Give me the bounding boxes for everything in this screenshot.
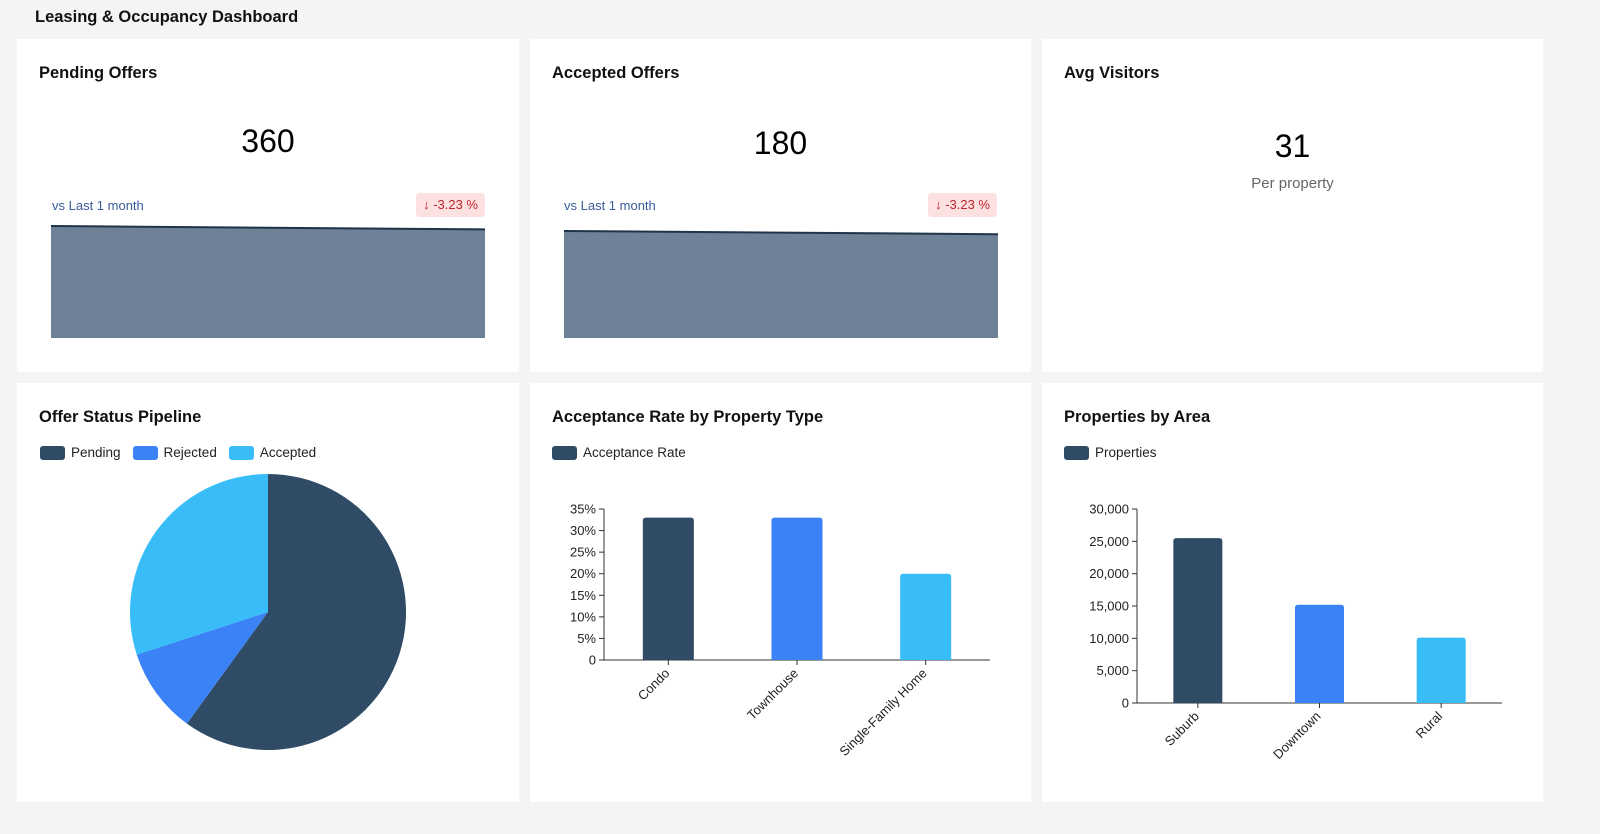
dashboard-title: Leasing & Occupancy Dashboard bbox=[35, 8, 299, 26]
y-tick-label: 20% bbox=[570, 566, 596, 581]
x-tick-label: Suburb bbox=[1162, 709, 1202, 749]
y-tick-label: 30% bbox=[570, 523, 596, 538]
legend-swatch-rejected bbox=[132, 445, 158, 460]
y-tick-label: 0 bbox=[589, 653, 596, 668]
legend-item-rejected[interactable]: Rejected bbox=[132, 445, 217, 460]
acceptance-rate-title: Acceptance Rate by Property Type bbox=[552, 408, 824, 426]
acceptance-rate-legend: Acceptance Rate bbox=[552, 445, 686, 460]
accepted-delta-badge: ↓ -3.23 % bbox=[928, 193, 997, 217]
legend-label-rejected: Rejected bbox=[163, 445, 217, 460]
pending-comparison-label: vs Last 1 month bbox=[52, 198, 144, 213]
y-tick-label: 35% bbox=[570, 502, 596, 517]
offer-status-pie-chart bbox=[129, 474, 407, 750]
x-tick-label: Downtown bbox=[1270, 709, 1324, 763]
acceptance-rate-bar-chart: 0 5% 10% 15% 20% 25% 30% 35% Condo Townhouse Singl… bbox=[570, 502, 990, 759]
bar-single-family-home bbox=[900, 573, 952, 660]
legend-item-pending[interactable]: Pending bbox=[40, 445, 121, 460]
accepted-comparison-label: vs Last 1 month bbox=[564, 198, 656, 213]
bar-rural bbox=[1416, 637, 1466, 703]
bar-suburb bbox=[1173, 538, 1223, 703]
pending-sparkline bbox=[51, 225, 485, 338]
legend-label-pending: Pending bbox=[71, 445, 121, 460]
legend-label-accepted: Accepted bbox=[259, 445, 317, 460]
bar-townhouse bbox=[771, 517, 823, 660]
bar-downtown bbox=[1295, 604, 1344, 703]
avg-visitors-subtitle: Per property bbox=[1251, 175, 1334, 192]
legend-swatch-acceptance-rate bbox=[552, 445, 577, 460]
legend-item-acceptance-rate[interactable]: Acceptance Rate bbox=[552, 445, 686, 460]
legend-label-properties: Properties bbox=[1095, 445, 1157, 460]
pie-slice-accepted bbox=[129, 474, 268, 655]
y-tick-label: 15% bbox=[570, 588, 596, 603]
accepted-offers-value: 180 bbox=[753, 125, 808, 161]
y-tick-label: 0 bbox=[1122, 696, 1129, 711]
y-tick-label: 5% bbox=[577, 631, 596, 646]
bar-condo bbox=[642, 517, 694, 660]
x-tick-label: Single-Family Home bbox=[836, 666, 929, 759]
accepted-sparkline bbox=[564, 230, 998, 338]
y-tick-label: 5,000 bbox=[1096, 663, 1129, 678]
y-tick-label: 15,000 bbox=[1089, 599, 1129, 614]
y-tick-label: 20,000 bbox=[1089, 566, 1129, 581]
acceptance-rate-card: Acceptance Rate by Property Type Accepta… bbox=[530, 383, 1031, 802]
pie-slice-rejected bbox=[136, 612, 268, 724]
offer-status-legend: Pending Rejected Accepted bbox=[40, 445, 316, 460]
y-tick-label: 25% bbox=[570, 545, 596, 560]
legend-item-properties[interactable]: Properties bbox=[1064, 445, 1157, 460]
legend-label-acceptance-rate: Acceptance Rate bbox=[583, 445, 686, 460]
y-tick-label: 10,000 bbox=[1089, 631, 1129, 646]
pending-offers-title: Pending Offers bbox=[39, 64, 158, 82]
x-tick-label: Condo bbox=[635, 666, 673, 704]
legend-swatch-pending bbox=[40, 445, 65, 460]
sparkline-line bbox=[564, 230, 998, 236]
pie-slice-pending bbox=[186, 474, 407, 750]
pending-offers-value: 360 bbox=[241, 123, 295, 159]
legend-swatch-properties bbox=[1064, 445, 1089, 460]
properties-area-card: Properties by Area Properties 0 5,000 10,0… bbox=[1042, 383, 1543, 802]
x-tick-label: Townhouse bbox=[744, 666, 801, 723]
y-tick-label: 30,000 bbox=[1089, 502, 1129, 517]
y-tick-label: 10% bbox=[570, 609, 596, 624]
y-tick-label: 25,000 bbox=[1089, 534, 1129, 549]
avg-visitors-value: 31 bbox=[1274, 128, 1311, 164]
accepted-offers-card: Accepted Offers 180 vs Last 1 month ↓ -3… bbox=[530, 39, 1031, 372]
avg-visitors-card: Avg Visitors 31 Per property bbox=[1042, 39, 1543, 372]
sparkline-area bbox=[51, 226, 485, 338]
properties-area-bar-chart: 0 5,000 10,000 15,000 20,000 25,000 30,000 Subu… bbox=[1089, 502, 1502, 763]
offer-status-card: Offer Status Pipeline Pending Rejected A… bbox=[17, 383, 519, 802]
pending-offers-card: Pending Offers 360 vs Last 1 month ↓ -3.… bbox=[17, 39, 519, 372]
pending-delta-badge: ↓ -3.23 % bbox=[416, 193, 485, 217]
sparkline-line bbox=[51, 225, 485, 231]
legend-swatch-accepted bbox=[228, 445, 254, 460]
avg-visitors-title: Avg Visitors bbox=[1064, 64, 1160, 82]
properties-area-title: Properties by Area bbox=[1064, 408, 1211, 426]
x-tick-label: Rural bbox=[1413, 708, 1446, 741]
sparkline-area bbox=[564, 231, 998, 338]
properties-area-legend: Properties bbox=[1064, 445, 1157, 460]
accepted-offers-title: Accepted Offers bbox=[552, 64, 680, 82]
offer-status-title: Offer Status Pipeline bbox=[39, 408, 202, 426]
legend-item-accepted[interactable]: Accepted bbox=[228, 445, 317, 460]
